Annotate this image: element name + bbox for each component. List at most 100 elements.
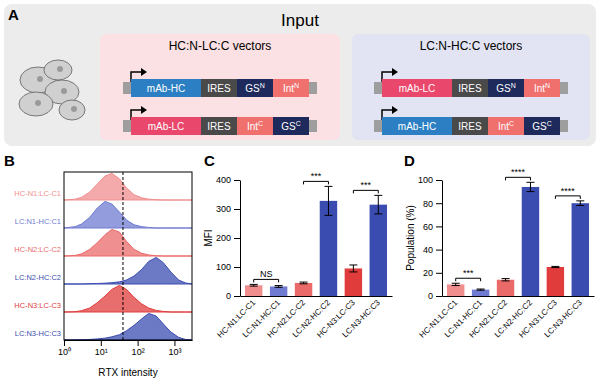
series-label: LC:N1-HC:C1 [15,217,61,226]
bar [472,290,489,296]
segment-text: IRES [458,83,482,94]
bar [547,267,564,296]
segment-label: mAb-HC [147,83,185,94]
segment-text: GS [532,121,547,132]
construct-segment [237,79,273,97]
significance-label: *** [463,268,474,278]
segment-superscript: C [547,120,552,127]
tick-label: 80 [423,199,433,209]
construct-segment [524,79,560,97]
tick-label: 400 [216,175,231,185]
bar [522,187,539,296]
segment-label: IRES [458,83,482,94]
segment-label: mAb-LC [148,121,185,132]
construct-segment [201,117,237,135]
tick-label: 200 [216,233,231,243]
axis-line [442,181,443,297]
y-axis-title: Population (%) [405,205,416,271]
input-box [4,4,596,146]
tick-mark [436,226,442,227]
x-axis: HC-N1:LC-C1LC:N1-HC:C1HC-N2:LC-C2LC:N2-H… [216,297,393,340]
construct-segment [201,79,237,97]
tick-label: LC:N3-HC:C3 [341,298,383,340]
cell-nucleus [35,100,41,106]
error-bar [502,279,510,281]
segment-text: IRES [207,83,231,94]
cell-nucleus [57,66,63,72]
tick-label: 10³ [168,347,181,357]
construct-segment [488,79,524,97]
segment-text: GS [245,83,260,94]
diagram-title: Input [281,11,319,30]
tick-label: 300 [216,204,231,214]
vector-group-title: LC:N-HC:C vectors [420,39,523,53]
tick: 0 [226,291,240,301]
tick-label: 100 [216,262,231,272]
tick: 60 [423,222,442,232]
segment-label: GSN [496,82,516,94]
tick-mark [436,296,442,297]
significance-label: NS [260,269,273,279]
cell [19,92,53,116]
segment-label: IRES [458,121,482,132]
x-axis-title: RTX intensity [98,367,157,378]
backbone [123,120,317,132]
tick: 0 [428,291,442,301]
tick-mark [234,238,240,239]
segment-text: mAb-HC [147,83,185,94]
segment-text: GS [496,83,511,94]
segment-text: Int [534,83,545,94]
series-label: HC-N3:LC-C3 [14,301,61,310]
error-bar [300,282,308,284]
significance-bracket [555,196,580,199]
segment-label: mAb-HC [398,121,436,132]
series-label: HC-N1:LC-C1 [14,189,61,198]
bar [572,203,589,296]
significance-bracket [506,177,531,180]
segment-label: IntC [498,120,514,132]
tick: 10⁰ [58,340,71,357]
tick-label: 100 [418,175,433,185]
cell-nucleus [71,106,77,112]
tick-label: 0 [428,291,433,301]
segment-text: mAb-HC [398,121,436,132]
tick-label: 40 [423,245,433,255]
bar [270,286,287,296]
significance-label: *** [361,180,372,190]
bar [295,283,312,296]
bar [245,285,262,296]
error-bar [576,201,584,206]
segment-label: GSC [281,120,301,132]
segment-text: Int [247,121,258,132]
cell [44,60,72,80]
tick-mark [174,340,175,346]
tick: 100 [216,262,240,272]
significance-label: *** [311,171,322,181]
tick-mark [436,180,442,181]
histogram [64,201,192,228]
cell-nucleus [37,76,43,82]
histogram [64,313,192,340]
segment-label: GSN [245,82,265,94]
construct-segment [382,79,452,97]
plot-frame [64,172,192,340]
tick-mark [101,340,102,346]
tick-mark [64,340,65,346]
x-axis: 10⁰10¹10²10³ [58,340,193,357]
plot-area [447,182,589,296]
segment-label: IntN [283,82,299,94]
bar [345,268,362,296]
tick-label: LC:N3-HC:C3 [543,298,585,340]
error-bar [275,286,283,288]
segment-text: Int [498,121,509,132]
panel-label: C [204,152,215,169]
tick-mark [234,296,240,297]
construct-segment [488,117,524,135]
histogram [64,285,192,312]
segment-superscript: N [260,82,265,89]
error-bar [452,283,460,285]
error-bar [250,284,258,286]
tick-mark [436,273,442,274]
tick-mark [436,250,442,251]
segment-label: IRES [207,121,231,132]
